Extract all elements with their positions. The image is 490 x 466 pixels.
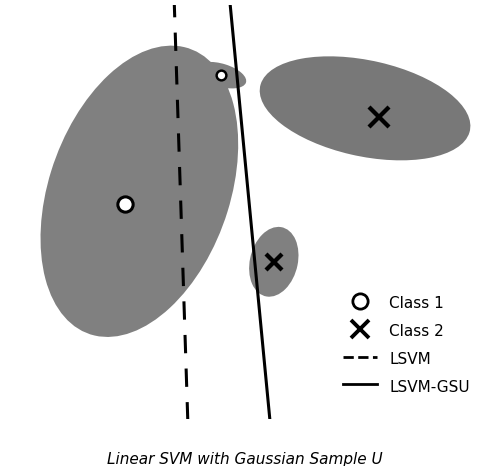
Ellipse shape [249,227,298,297]
Legend: Class 1, Class 2, LSVM, LSVM-GSU: Class 1, Class 2, LSVM, LSVM-GSU [336,286,477,404]
Ellipse shape [260,56,470,160]
Text: Linear SVM with Gaussian Sample U: Linear SVM with Gaussian Sample U [107,452,383,466]
Ellipse shape [41,46,238,337]
Ellipse shape [196,62,246,89]
